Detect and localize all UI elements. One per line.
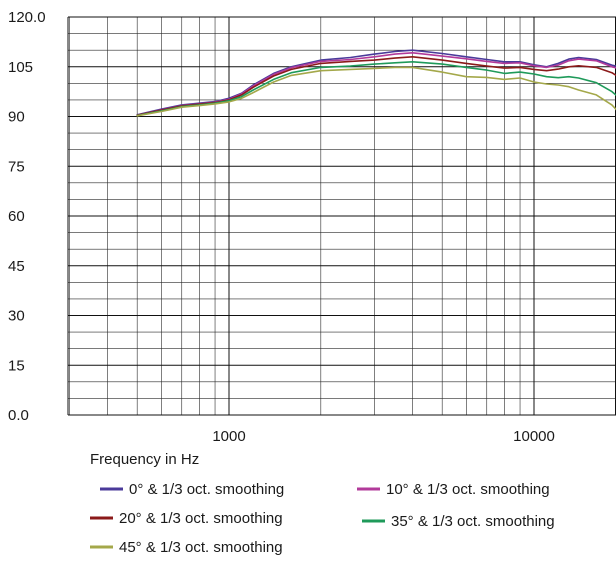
series-lines [136,49,616,117]
y-tick-label: 30 [8,308,25,325]
y-tick-label: 120.0 [8,9,46,26]
legend: 0° & 1/3 oct. smoothing 10° & 1/3 oct. sm… [90,481,555,556]
legend-label-2: 20° & 1/3 oct. smoothing [119,510,283,527]
y-tick-label: 105 [8,59,33,76]
x-tick-label: 1000 [212,428,245,445]
legend-label-0: 0° & 1/3 oct. smoothing [129,481,284,498]
legend-label-3: 35° & 1/3 oct. smoothing [391,513,555,530]
series-line-3 [136,60,616,117]
legend-label-1: 10° & 1/3 oct. smoothing [386,481,550,498]
y-tick-label: 75 [8,158,25,175]
series-line-4 [136,66,616,117]
y-tick-labels: 0.0 15 30 45 60 75 90 105 120.0 [8,9,46,424]
x-tick-labels: 1000 10000 [212,428,555,445]
y-tick-label: 90 [8,109,25,126]
y-tick-label: 45 [8,258,25,275]
x-tick-label: 10000 [513,428,555,445]
y-tick-label: 60 [8,208,25,225]
y-tick-label: 0.0 [8,407,29,424]
y-tick-label: 15 [8,357,25,374]
legend-label-4: 45° & 1/3 oct. smoothing [119,539,283,556]
x-axis-label: Frequency in Hz [90,451,199,468]
